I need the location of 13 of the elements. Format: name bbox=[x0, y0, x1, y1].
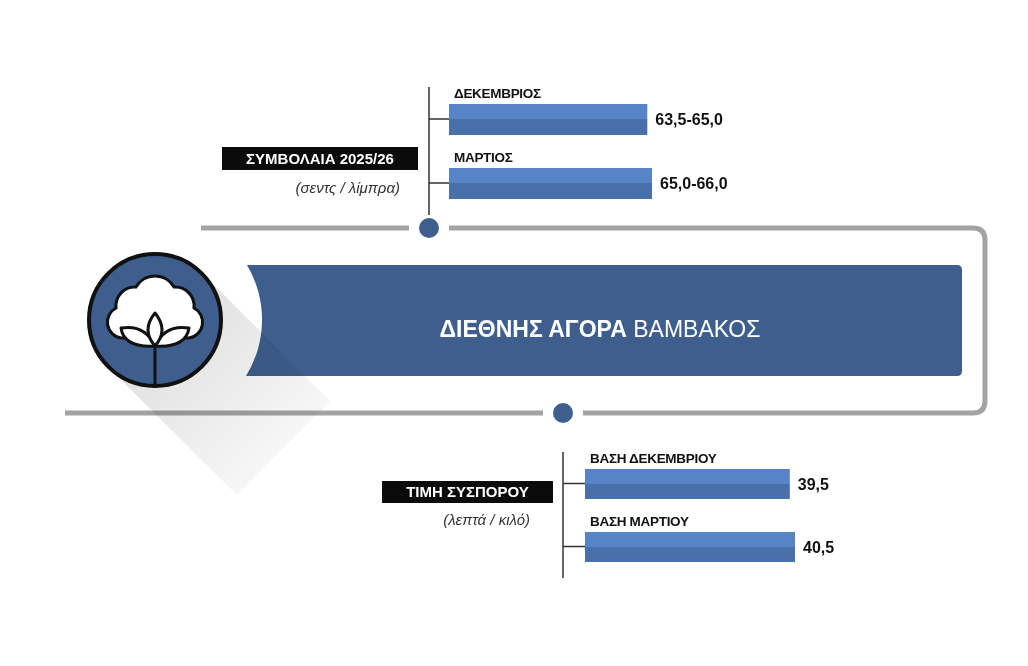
data-label: 63,5-65,0 bbox=[655, 111, 724, 129]
text: ΔΙΕΘΝΗΣ ΑΓΟΡΑ ΒΑΜΒΑΚΟΣ bbox=[439, 316, 761, 342]
data-label: 39,5 bbox=[797, 475, 830, 493]
text: ΣΥΜΒΟΛΑΙΑ 2025/26 bbox=[222, 147, 418, 170]
text: (σεντς / λίμπρα) bbox=[294, 178, 400, 198]
y-tick-label: ΒΑΣΗ ΜΑΡΤΙΟΥ bbox=[590, 513, 689, 529]
y-tick-label: ΒΑΣΗ ΔΕΚΕΜΒΡΙΟΥ bbox=[590, 450, 717, 466]
y-tick-label: ΔΕΚΕΜΒΡΙΟΣ bbox=[454, 85, 542, 101]
text: (λεπτά / κιλό) bbox=[442, 510, 530, 530]
text: ΤΙΜΗ ΣΥΣΠΟΡΟΥ bbox=[382, 481, 553, 503]
data-label: 40,5 bbox=[803, 538, 835, 556]
y-tick-label: ΜΑΡΤΙΟΣ bbox=[454, 149, 513, 165]
data-label: 65,0-66,0 bbox=[660, 175, 728, 193]
